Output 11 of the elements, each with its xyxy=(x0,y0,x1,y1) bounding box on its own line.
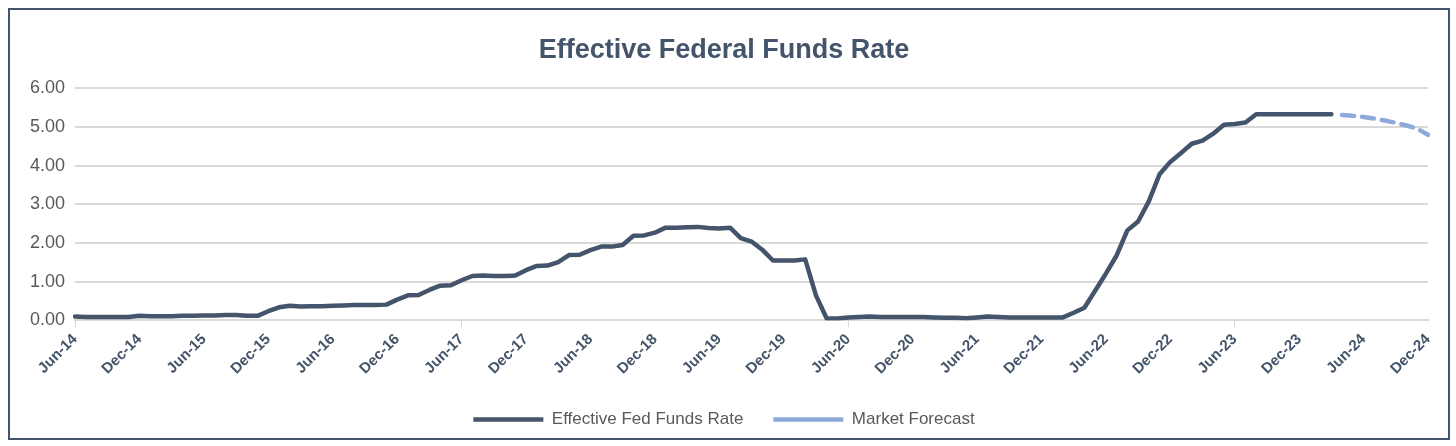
legend-label: Market Forecast xyxy=(851,409,975,429)
y-tick-label: 4.00 xyxy=(29,154,66,175)
y-tick-label: 2.00 xyxy=(29,232,66,253)
y-tick-label: 6.00 xyxy=(29,77,66,98)
line-series xyxy=(1339,112,1431,138)
y-tick-label: 3.00 xyxy=(29,193,66,214)
y-tick-label: 1.00 xyxy=(29,270,66,291)
y-tick-label: 0.00 xyxy=(29,309,66,330)
y-tick-label: 5.00 xyxy=(29,116,66,137)
legend-label: Effective Fed Funds Rate xyxy=(551,409,744,429)
chart-title: Effective Federal Funds Rate xyxy=(538,33,910,64)
